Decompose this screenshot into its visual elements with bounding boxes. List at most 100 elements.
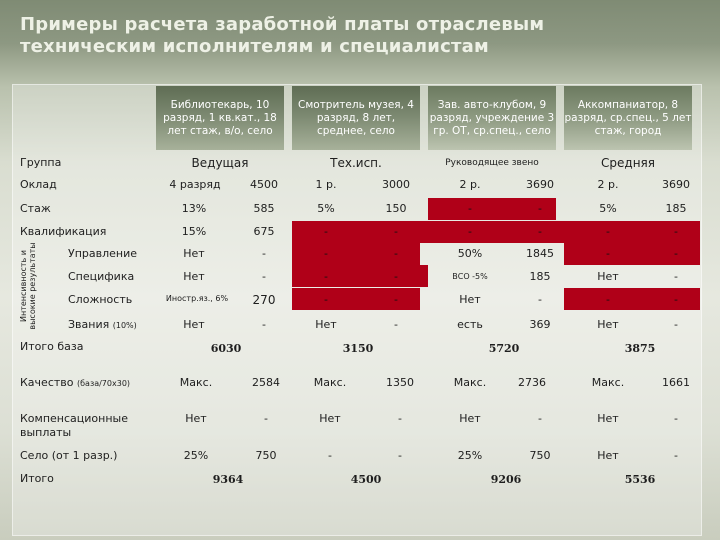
base-total-cell: 3875 bbox=[624, 342, 656, 355]
table-cell: Нет bbox=[183, 247, 205, 260]
table-cell: 185 bbox=[529, 270, 551, 283]
row-label-specifics: Специфика bbox=[68, 270, 135, 283]
red-cell bbox=[292, 221, 564, 243]
table-cell: 1350 bbox=[386, 376, 414, 389]
table-cell: - bbox=[328, 449, 332, 462]
table-cell: - bbox=[606, 247, 610, 260]
table-cell: - bbox=[674, 270, 678, 283]
table-cell: - bbox=[394, 247, 398, 260]
row-label-management: Управление bbox=[68, 247, 138, 260]
table-cell: - bbox=[674, 449, 678, 462]
table-cell: 585 bbox=[253, 202, 275, 215]
table-cell: 2584 bbox=[252, 376, 280, 389]
red-cell bbox=[564, 221, 700, 243]
row-label-base-total: Итого база bbox=[20, 340, 84, 353]
row-label-experience: Стаж bbox=[20, 202, 51, 215]
red-cell bbox=[564, 288, 700, 310]
row-label-quality: Качество (база/70х30) bbox=[20, 376, 131, 389]
total-cell: 9364 bbox=[212, 473, 244, 486]
table-cell: 5% bbox=[317, 202, 335, 215]
table-cell: - bbox=[606, 293, 610, 306]
row-label-village: Село (от 1 разр.) bbox=[20, 449, 118, 462]
row-label-titles: Звания (10%) bbox=[68, 318, 137, 331]
table-cell: - bbox=[674, 318, 678, 331]
table-cell: - bbox=[262, 270, 266, 283]
table-cell: - bbox=[324, 225, 328, 238]
table-cell: - bbox=[394, 270, 398, 283]
red-cell bbox=[564, 243, 700, 265]
base-total-cell: 5720 bbox=[488, 342, 520, 355]
red-cell bbox=[428, 198, 556, 220]
column-header-club-head: Зав. авто-клубом, 9 разряд, учреждение 3… bbox=[428, 86, 556, 150]
group-cell: Руководящее звено bbox=[445, 158, 539, 168]
table-cell: - bbox=[538, 293, 542, 306]
table-cell: Нет bbox=[597, 449, 619, 462]
table-cell: Иностр.яз., 6% bbox=[165, 294, 229, 303]
table-cell: 2736 bbox=[518, 376, 546, 389]
slide-title-line-1: Примеры расчета заработной платы отрасле… bbox=[20, 14, 545, 35]
table-cell: 1845 bbox=[526, 247, 554, 260]
group-cell: Средняя bbox=[601, 156, 655, 170]
table-cell: 750 bbox=[529, 449, 551, 462]
row-label-complexity: Сложность bbox=[68, 293, 133, 306]
table-cell: Макс. bbox=[313, 376, 347, 389]
table-panel bbox=[12, 84, 702, 536]
table-cell: 150 bbox=[385, 202, 407, 215]
table-cell: 750 bbox=[255, 449, 277, 462]
table-cell: 4 разряд bbox=[169, 178, 221, 191]
table-cell: Макс. bbox=[179, 376, 213, 389]
table-cell: 13% bbox=[181, 202, 207, 215]
table-cell: Нет bbox=[185, 412, 207, 425]
row-label-salary: Оклад bbox=[20, 178, 57, 191]
table-cell: есть bbox=[457, 318, 483, 331]
table-cell: 5% bbox=[599, 202, 617, 215]
red-cell bbox=[292, 243, 420, 265]
table-cell: Нет bbox=[183, 318, 205, 331]
base-total-cell: 3150 bbox=[342, 342, 374, 355]
table-cell: 4500 bbox=[250, 178, 278, 191]
table-cell: 3690 bbox=[662, 178, 690, 191]
table-cell: 675 bbox=[253, 225, 275, 238]
table-cell: Нет bbox=[597, 412, 619, 425]
table-cell: 3690 bbox=[526, 178, 554, 191]
table-cell: 185 bbox=[665, 202, 687, 215]
table-cell: ВСО -5% bbox=[452, 272, 488, 281]
table-cell: 2 р. bbox=[597, 178, 619, 191]
group-cell: Ведущая bbox=[191, 156, 249, 170]
table-cell: - bbox=[398, 449, 402, 462]
table-cell: - bbox=[262, 247, 266, 260]
row-label-group: Группа bbox=[20, 156, 62, 169]
column-header-museum-keeper: Смотритель музея, 4 разряд, 8 лет, средн… bbox=[292, 86, 420, 150]
table-cell: - bbox=[674, 412, 678, 425]
table-cell: 50% bbox=[457, 247, 483, 260]
row-label-compensation: Компенсационные выплаты bbox=[20, 412, 128, 439]
table-cell: - bbox=[674, 247, 678, 260]
table-cell: Нет bbox=[459, 412, 481, 425]
base-total-cell: 6030 bbox=[210, 342, 242, 355]
table-cell: 2 р. bbox=[459, 178, 481, 191]
table-cell: 15% bbox=[181, 225, 207, 238]
table-cell: Нет bbox=[319, 412, 341, 425]
table-cell: - bbox=[468, 202, 472, 215]
slide-title-line-2: техническим исполнителям и специалистам bbox=[20, 36, 489, 57]
group-cell: Тех.исп. bbox=[330, 156, 382, 170]
table-cell: Нет bbox=[183, 270, 205, 283]
red-cell bbox=[292, 288, 420, 310]
table-cell: - bbox=[394, 318, 398, 331]
table-cell: 25% bbox=[457, 449, 483, 462]
row-label-total: Итого bbox=[20, 472, 54, 485]
total-cell: 4500 bbox=[350, 473, 382, 486]
slide-title: Примеры расчета заработной платы отрасле… bbox=[20, 14, 660, 58]
column-header-librarian: Библиотекарь, 10 разряд, 1 кв.кат., 18 л… bbox=[156, 86, 284, 150]
table-cell: 369 bbox=[529, 318, 551, 331]
red-cell bbox=[292, 265, 428, 287]
table-cell: - bbox=[324, 247, 328, 260]
table-cell: - bbox=[324, 293, 328, 306]
table-cell: - bbox=[398, 412, 402, 425]
table-cell: 1661 bbox=[662, 376, 690, 389]
total-cell: 9206 bbox=[490, 473, 522, 486]
table-cell: 270 bbox=[252, 293, 276, 307]
table-cell: Нет bbox=[597, 270, 619, 283]
table-cell: - bbox=[538, 202, 542, 215]
table-cell: - bbox=[394, 293, 398, 306]
